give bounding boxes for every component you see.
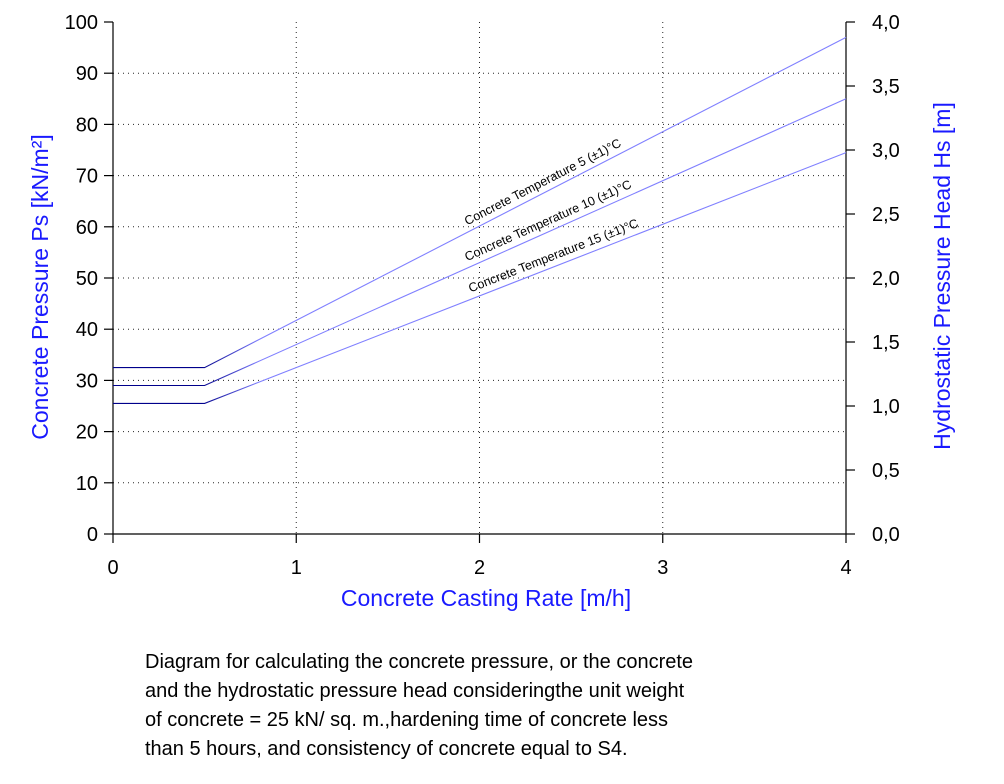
series-label-3: Concrete Temperature 15 (±1)°C — [466, 216, 640, 295]
series-lines — [113, 36, 847, 404]
y-tick-label: 60 — [76, 217, 98, 239]
x-axis-title: Concrete Casting Rate [m/h] — [341, 585, 631, 611]
x-tick-label: 3 — [657, 557, 668, 579]
y-tick-label: 70 — [76, 166, 98, 188]
y-tick-label: 0 — [87, 524, 98, 546]
caption-line: than 5 hours, and consistency of concret… — [145, 738, 628, 760]
y2-axis-title: Hydrostatic Pressure Head Hs [m] — [929, 102, 955, 450]
y2-tick-label: 2,0 — [872, 268, 900, 290]
y-axis-title: Concrete Pressure Ps [kN/m²] — [27, 134, 53, 439]
y2-tick-label: 1,0 — [872, 396, 900, 418]
y-tick-label: 30 — [76, 370, 98, 392]
y-tick-label: 40 — [76, 319, 98, 341]
series-line-1 — [113, 36, 847, 369]
caption-line: and the hydrostatic pressure head consid… — [145, 680, 685, 702]
y-tick-label: 90 — [76, 63, 98, 85]
figure-caption: Diagram for calculating the concrete pre… — [145, 648, 865, 764]
y2-tick-label: 0,0 — [872, 524, 900, 546]
caption-line: of concrete = 25 kN/ sq. m.,hardening ti… — [145, 709, 669, 731]
x-tick-label: 2 — [474, 557, 485, 579]
series-line-2 — [113, 98, 847, 387]
series-line-3 — [113, 152, 847, 404]
y2-tick-label: 3,5 — [872, 76, 900, 98]
y-tick-label: 10 — [76, 473, 98, 495]
y2-tick-label: 0,5 — [872, 460, 900, 482]
ticks: 01020304050607080901000,00,51,01,52,02,5… — [65, 12, 900, 579]
x-tick-label: 4 — [840, 557, 851, 579]
x-tick-label: 1 — [291, 557, 302, 579]
y2-tick-label: 3,0 — [872, 140, 900, 162]
y-tick-label: 80 — [76, 114, 98, 136]
pressure-chart: 01020304050607080901000,00,51,01,52,02,5… — [27, 12, 955, 611]
y-tick-label: 50 — [76, 268, 98, 290]
y2-tick-label: 2,5 — [872, 204, 900, 226]
y2-tick-label: 1,5 — [872, 332, 900, 354]
gridlines — [113, 22, 846, 534]
x-tick-label: 0 — [107, 557, 118, 579]
caption-line: Diagram for calculating the concrete pre… — [145, 651, 694, 673]
y-tick-label: 100 — [65, 12, 98, 34]
y-tick-label: 20 — [76, 422, 98, 444]
y2-tick-label: 4,0 — [872, 12, 900, 34]
